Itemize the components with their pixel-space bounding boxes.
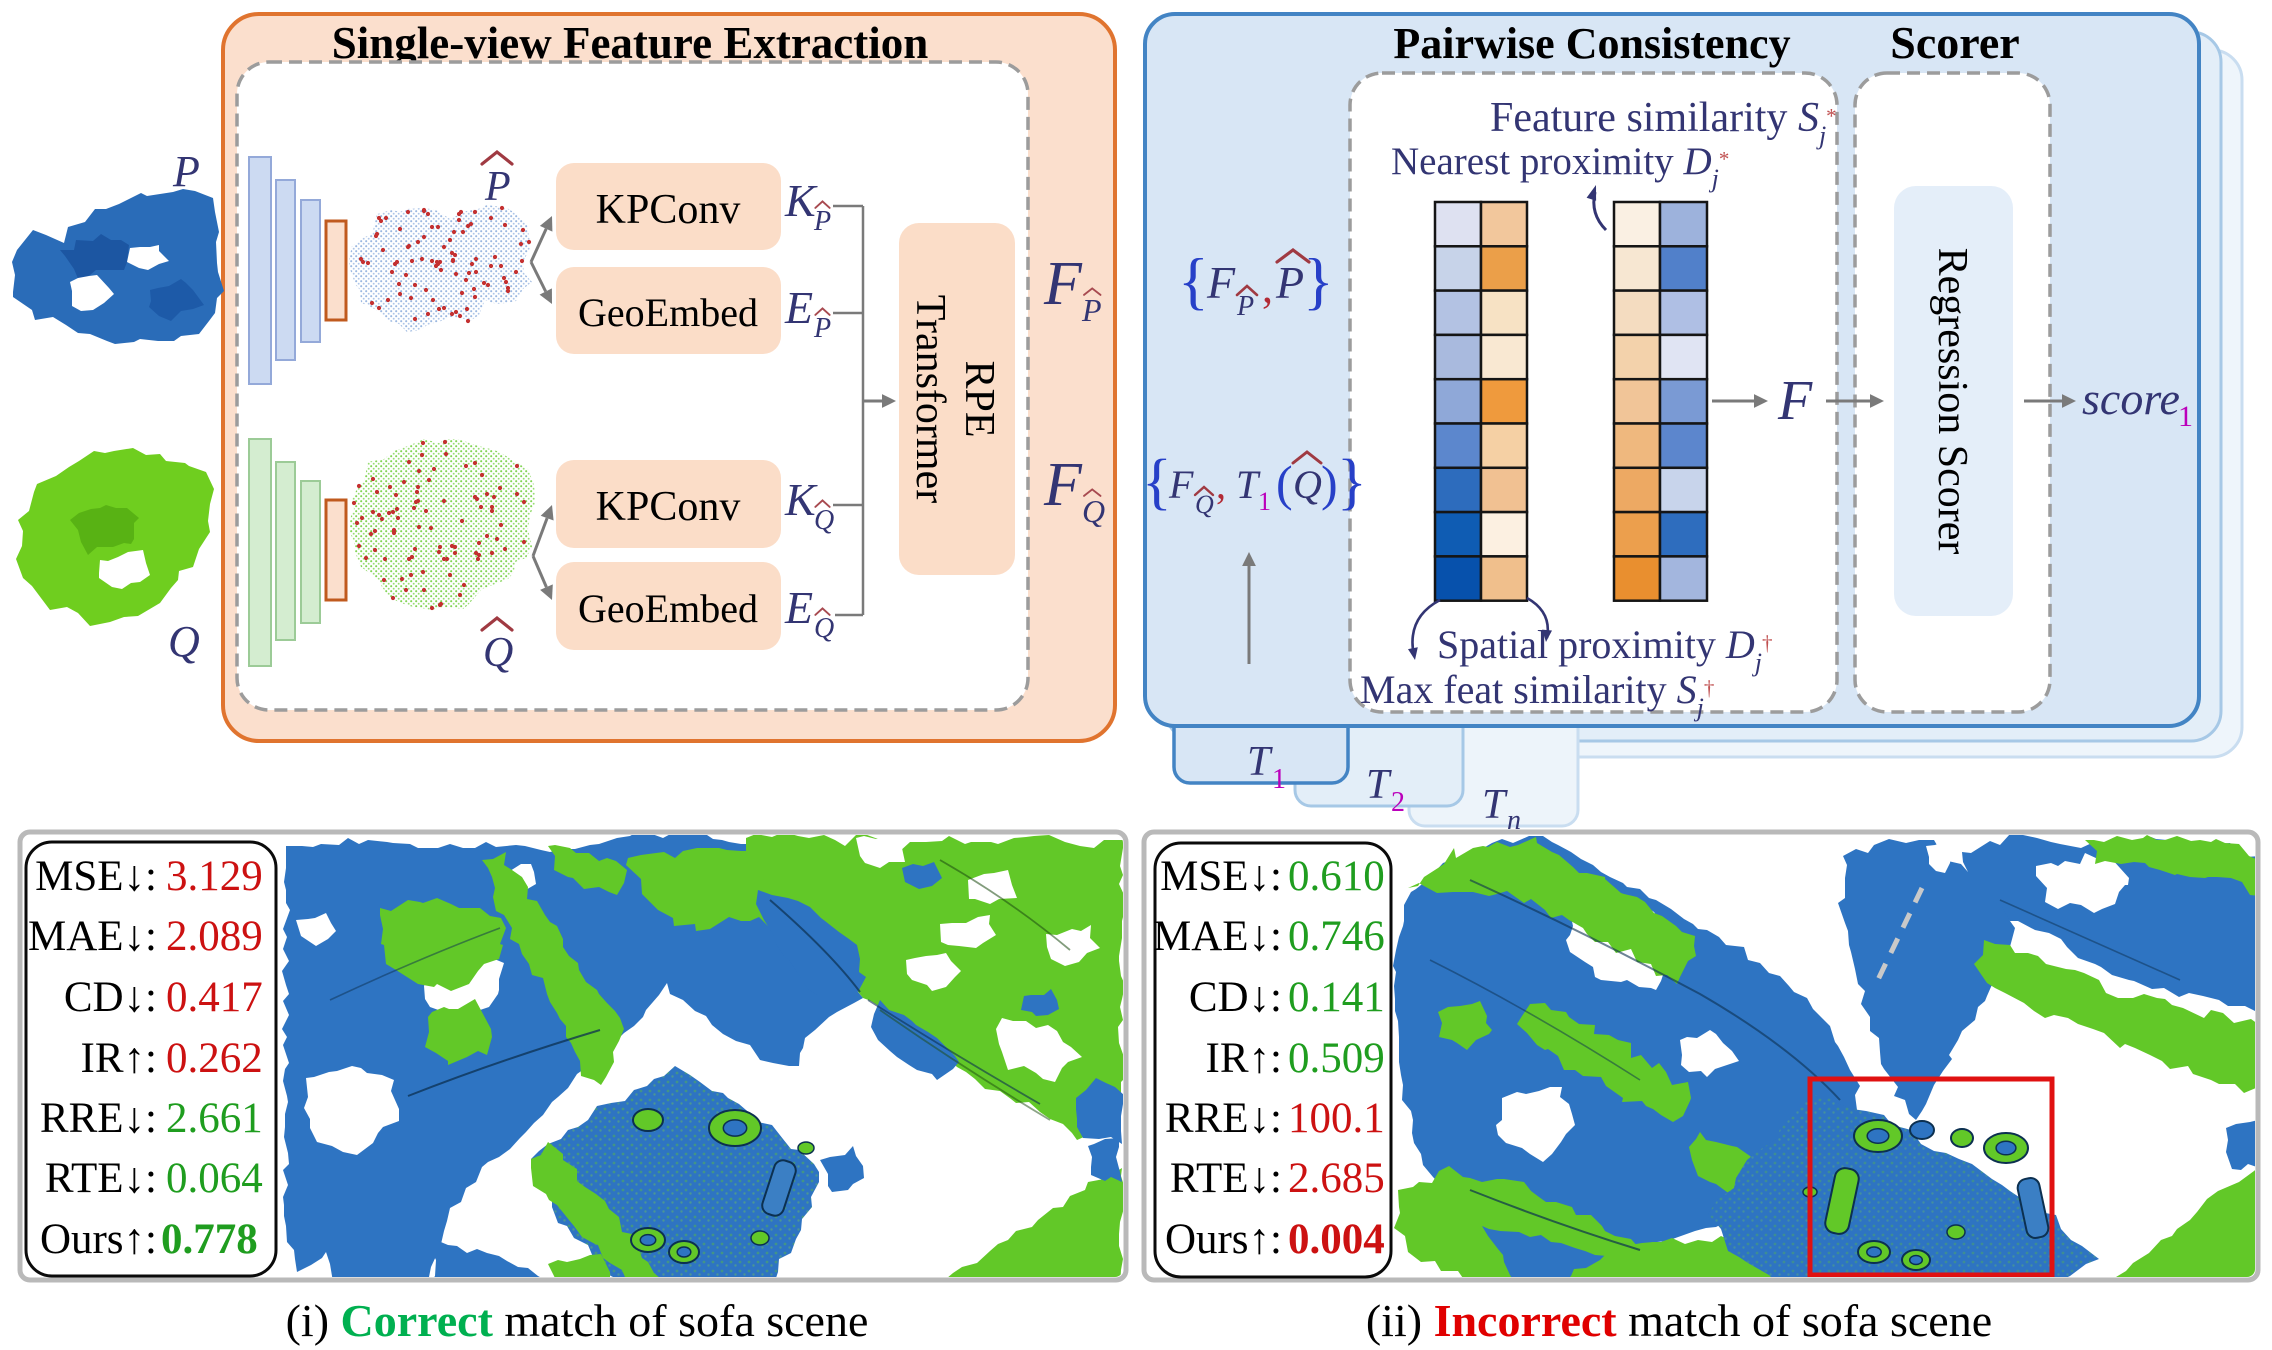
svg-text:IR↑:: IR↑: [81, 1035, 157, 1082]
svg-text:K: K [784, 175, 818, 226]
svg-text:,: , [1262, 263, 1273, 312]
svg-text:RPE: RPE [956, 360, 1002, 437]
svg-text:MSE↓:: MSE↓: [1160, 853, 1282, 900]
svg-text:P: P [813, 206, 831, 237]
svg-text:Q: Q [1195, 490, 1214, 519]
svg-text:E: E [784, 282, 813, 333]
svg-text:MAE↓:: MAE↓: [1153, 913, 1282, 960]
svg-text:Feature similarity Sj*: Feature similarity Sj* [1490, 95, 1837, 150]
svg-text:P: P [1081, 292, 1102, 328]
svg-text:0.141: 0.141 [1288, 974, 1385, 1021]
svg-text:}: } [1303, 245, 1334, 316]
svg-text:P: P [813, 313, 831, 344]
svg-text:Pairwise Consistency: Pairwise Consistency [1393, 19, 1790, 68]
svg-text:F: F [1777, 370, 1813, 432]
svg-text:n: n [1507, 805, 1521, 836]
svg-text:Q: Q [814, 613, 834, 644]
svg-text:0.064: 0.064 [166, 1155, 263, 1202]
svg-text:Ours↑:: Ours↑: [40, 1216, 157, 1263]
svg-text:F: F [1043, 451, 1083, 519]
svg-text:1: 1 [1272, 764, 1286, 795]
svg-text:RTE↓:: RTE↓: [45, 1155, 157, 1202]
svg-text:T: T [1247, 739, 1273, 785]
svg-text:K: K [784, 474, 818, 525]
svg-text:score: score [2082, 373, 2180, 424]
svg-text:GeoEmbed: GeoEmbed [578, 586, 758, 631]
svg-text:): ) [1321, 455, 1338, 511]
svg-text:Single-view Feature Extraction: Single-view Feature Extraction [332, 18, 929, 68]
svg-text:F: F [1043, 250, 1083, 318]
svg-text:Q: Q [1293, 462, 1322, 507]
svg-text:F: F [1206, 257, 1236, 308]
svg-text:1: 1 [2178, 400, 2193, 433]
svg-text:IR↑:: IR↑: [1206, 1035, 1282, 1082]
svg-text:Q: Q [168, 617, 200, 666]
svg-text:KPConv: KPConv [596, 187, 741, 233]
svg-text:{: { [1178, 245, 1209, 316]
svg-text:P: P [172, 147, 200, 196]
svg-text:CD↓:: CD↓: [1189, 974, 1282, 1021]
svg-text:0.778: 0.778 [161, 1216, 258, 1263]
svg-text:MAE↓:: MAE↓: [28, 913, 157, 960]
svg-text:P: P [484, 164, 511, 210]
svg-text:100.1: 100.1 [1288, 1095, 1385, 1142]
svg-text:T: T [1482, 782, 1508, 828]
svg-text:P: P [1236, 291, 1254, 322]
svg-text:RRE↓:: RRE↓: [40, 1095, 157, 1142]
svg-text:E: E [784, 582, 813, 633]
svg-text:RRE↓:: RRE↓: [1165, 1095, 1282, 1142]
svg-text:(ii) Incorrect match of sofa s: (ii) Incorrect match of sofa scene [1366, 1295, 1992, 1346]
svg-text:2: 2 [1391, 787, 1405, 818]
svg-text:T: T [1236, 462, 1261, 507]
svg-text:0.004: 0.004 [1288, 1216, 1385, 1263]
svg-text:GeoEmbed: GeoEmbed [578, 290, 758, 335]
svg-text:0.746: 0.746 [1288, 913, 1385, 960]
svg-text:F: F [1168, 462, 1194, 507]
svg-text:1: 1 [1258, 487, 1271, 516]
svg-text:T: T [1366, 762, 1392, 808]
svg-text:Scorer: Scorer [1890, 17, 2019, 68]
svg-text:(i) Correct match of sofa scen: (i) Correct match of sofa scene [286, 1295, 869, 1346]
svg-text:(: ( [1276, 455, 1293, 511]
svg-text:KPConv: KPConv [596, 484, 741, 530]
svg-text:}: } [1337, 448, 1367, 516]
svg-text:Q: Q [814, 505, 834, 536]
svg-text:Ours↑:: Ours↑: [1165, 1216, 1282, 1263]
svg-text:Q: Q [1082, 493, 1105, 529]
svg-text:2.685: 2.685 [1288, 1155, 1385, 1202]
svg-text:RTE↓:: RTE↓: [1170, 1155, 1282, 1202]
svg-text:0.262: 0.262 [166, 1035, 263, 1082]
svg-text:MSE↓:: MSE↓: [35, 853, 157, 900]
svg-text:P: P [1275, 257, 1304, 308]
svg-text:Regression Scorer: Regression Scorer [1929, 248, 1975, 555]
svg-text:3.129: 3.129 [166, 853, 263, 900]
svg-text:{: { [1142, 448, 1172, 516]
svg-text:Q: Q [483, 630, 513, 676]
svg-text:,: , [1216, 462, 1226, 507]
svg-text:2.089: 2.089 [166, 913, 263, 960]
svg-text:CD↓:: CD↓: [64, 974, 157, 1021]
svg-text:0.610: 0.610 [1288, 853, 1385, 900]
svg-text:Transformer: Transformer [907, 295, 953, 503]
svg-text:0.509: 0.509 [1288, 1035, 1385, 1082]
svg-text:0.417: 0.417 [166, 974, 263, 1021]
svg-text:2.661: 2.661 [166, 1095, 263, 1142]
